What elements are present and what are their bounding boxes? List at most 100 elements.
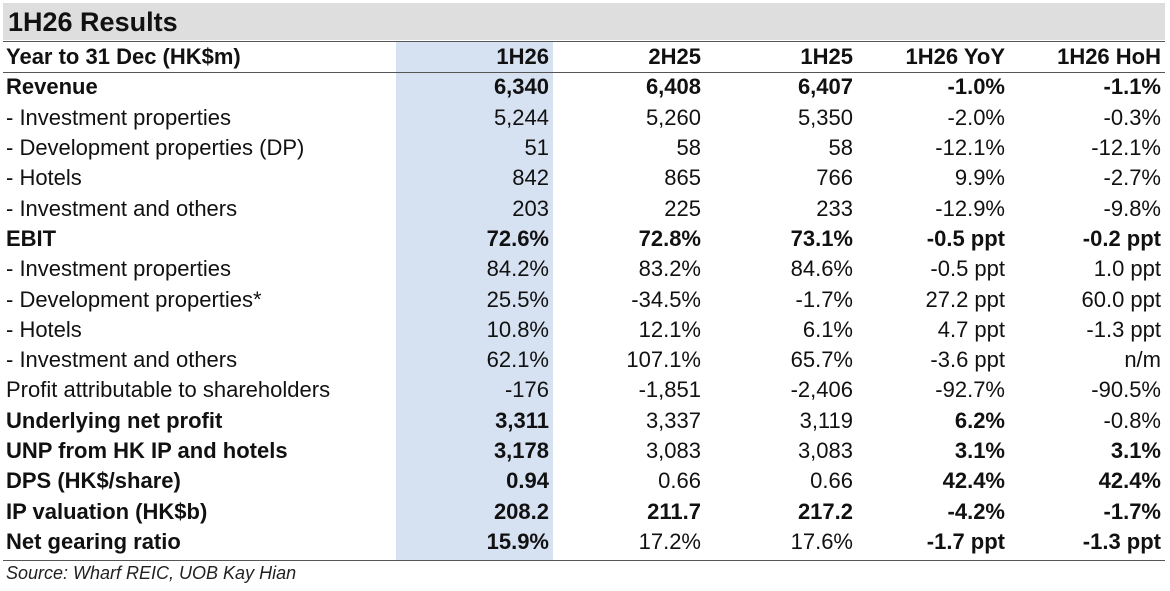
table-row: - Investment and others 203 225 233 -12.9% -9…: [3, 193, 1165, 223]
table-cell: 225: [664, 195, 701, 221]
table-cell: -12.1%: [1091, 135, 1161, 161]
table-cell: -1.3 ppt: [1082, 528, 1161, 554]
table-row: DPS (HK$/share) 0.94 0.66 0.66 42.4% 42.4%: [3, 466, 1165, 496]
table-cell: 15.9%: [486, 528, 549, 554]
table-cell: 5,244: [493, 104, 549, 130]
row-label: - Investment and others: [6, 195, 238, 221]
table-cell: -9.8%: [1103, 195, 1161, 221]
table-cell: 4.7 ppt: [937, 316, 1005, 342]
table-cell: 58: [828, 135, 853, 161]
table-row: - Hotels 10.8% 12.1% 6.1% 4.7 ppt -1.3 ppt: [3, 315, 1165, 345]
table-cell: 72.8%: [638, 225, 701, 251]
table-row: Revenue 6,340 6,408 6,407 -1.0% -1.1%: [3, 72, 1165, 102]
table-cell: 6,408: [645, 74, 701, 100]
table-cell: 3,119: [799, 407, 853, 433]
table-cell: -176: [504, 377, 549, 403]
table-cell: -1.1%: [1103, 74, 1161, 100]
table-row: - Development properties* 25.5% -34.5% -1.7…: [3, 284, 1165, 314]
table-cell: -12.9%: [935, 195, 1005, 221]
header-row: Year to 31 Dec (HK$m) 1H26 2H25 1H25 1H2…: [3, 42, 1165, 72]
table-cell: 6.2%: [954, 407, 1005, 433]
table-cell: -2.0%: [947, 104, 1005, 130]
table-cell: 0.66: [810, 468, 853, 494]
row-label: - Investment and others: [6, 347, 238, 373]
table-row: - Investment and others 62.1% 107.1% 65.7% -…: [3, 345, 1165, 375]
highlight-column-1h26: [396, 41, 553, 561]
column-header: 1H26 YoY: [905, 44, 1005, 70]
table-row: IP valuation (HK$b) 208.2 211.7 217.2 -4.2% -…: [3, 496, 1165, 526]
table-cell: 0.66: [658, 468, 701, 494]
table-cell: -3.6 ppt: [930, 347, 1005, 373]
table-cell: 17.2%: [638, 528, 701, 554]
table-cell: 73.1%: [790, 225, 853, 251]
table-cell: 3,337: [645, 407, 701, 433]
table-cell: 3,178: [493, 438, 549, 463]
table-cell: 51: [524, 135, 549, 161]
table-row: - Development properties (DP) 51 58 58 -12.1…: [3, 133, 1165, 163]
table-row: - Investment properties 84.2% 83.2% 84.6% -0…: [3, 254, 1165, 284]
column-header: Year to 31 Dec (HK$m): [6, 44, 241, 70]
results-table: Year to 31 Dec (HK$m) 1H26 2H25 1H25 1H2…: [3, 42, 1165, 557]
table-cell: 42.4%: [942, 468, 1005, 494]
table-cell: 25.5%: [486, 286, 549, 312]
table-cell: -1.7%: [1103, 498, 1161, 524]
table-cell: -34.5%: [631, 286, 701, 312]
row-label: - Hotels: [6, 316, 82, 342]
table-cell: 9.9%: [954, 165, 1005, 191]
table-cell: -12.1%: [935, 135, 1005, 161]
table-cell: 72.6%: [486, 225, 549, 251]
table-title: 1H26 Results: [8, 7, 178, 37]
table-cell: 203: [512, 195, 549, 221]
table-bottom-rule: [3, 560, 1165, 561]
column-header: 1H25: [800, 44, 853, 70]
table-cell: 27.2 ppt: [925, 286, 1005, 312]
table-cell: 42.4%: [1098, 468, 1161, 494]
table-cell: -1,851: [638, 377, 701, 403]
table-cell: 766: [816, 165, 853, 191]
table-cell: -92.7%: [935, 377, 1005, 403]
table-cell: 62.1%: [486, 347, 549, 373]
table-cell: 6.1%: [802, 316, 853, 342]
table-row: EBIT 72.6% 72.8% 73.1% -0.5 ppt -0.2 ppt: [3, 224, 1165, 254]
table-cell: 10.8%: [486, 316, 549, 342]
column-header: 1H26 HoH: [1057, 44, 1161, 70]
table-row: - Investment properties 5,244 5,260 5,350 -2…: [3, 103, 1165, 133]
table-row: Underlying net profit 3,311 3,337 3,119 6.2%…: [3, 406, 1165, 436]
table-cell: 3,083: [797, 438, 853, 463]
table-cell: -90.5%: [1091, 377, 1161, 403]
table-cell: 3.1%: [954, 438, 1005, 463]
table-body: Revenue 6,340 6,408 6,407 -1.0% -1.1% - Invest…: [3, 72, 1165, 557]
title-bar: 1H26 Results: [3, 3, 1165, 40]
table-cell: 6,407: [797, 74, 853, 100]
row-label: - Investment properties: [6, 104, 231, 130]
table-cell: 1.0 ppt: [1093, 256, 1161, 282]
table-cell: 3.1%: [1110, 438, 1161, 463]
table-cell: 12.1%: [638, 316, 701, 342]
table-cell: 5,350: [797, 104, 853, 130]
row-label: Profit attributable to shareholders: [6, 377, 331, 403]
source-note: Source: Wharf REIC, UOB Kay Hian: [6, 563, 297, 583]
table-cell: 84.6%: [790, 256, 853, 282]
row-label: EBIT: [6, 225, 57, 251]
row-label: UNP from HK IP and hotels: [6, 438, 288, 463]
table-cell: 3,311: [495, 407, 549, 433]
table-cell: 217.2: [797, 498, 853, 524]
table-cell: -0.2 ppt: [1082, 225, 1161, 251]
row-label: DPS (HK$/share): [6, 468, 181, 494]
table-cell: 3,083: [645, 438, 701, 463]
table-cell: 60.0 ppt: [1081, 286, 1161, 312]
row-label: - Investment properties: [6, 256, 231, 282]
table-cell: 842: [512, 165, 549, 191]
table-cell: -2.7%: [1103, 165, 1161, 191]
table-cell: -4.2%: [947, 498, 1005, 524]
table-cell: -0.5 ppt: [930, 256, 1005, 282]
table-cell: 6,340: [493, 74, 549, 100]
table-cell: 65.7%: [790, 347, 853, 373]
table-cell: -0.8%: [1103, 407, 1161, 433]
table-cell: 84.2%: [486, 256, 549, 282]
table-row: Net gearing ratio 15.9% 17.2% 17.6% -1.7 ppt…: [3, 527, 1165, 557]
table-cell: -1.0%: [947, 74, 1005, 100]
table-cell: 0.94: [506, 468, 549, 494]
row-label: Net gearing ratio: [6, 528, 181, 554]
table-cell: 5,260: [645, 104, 701, 130]
